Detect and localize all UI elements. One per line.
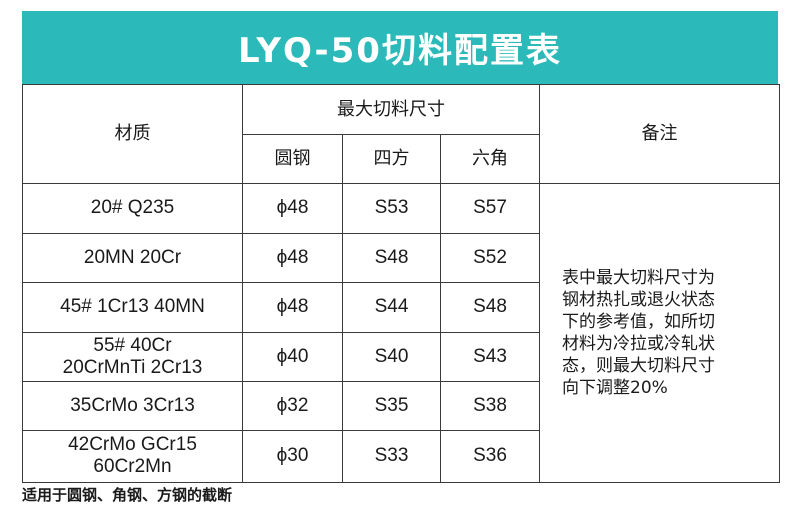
square-cell: S40 — [342, 331, 441, 382]
hex-cell: S43 — [439, 331, 541, 382]
square-cell: S53 — [342, 182, 441, 234]
footer-note: 适用于圆钢、角钢、方钢的截断 — [22, 486, 233, 504]
round-cell: ϕ30 — [242, 429, 343, 484]
material-line: 60Cr2Mn — [93, 456, 172, 478]
header-material: 材质 — [22, 84, 243, 184]
material-line: 55# 40Cr — [93, 334, 172, 356]
table-row: 20# Q235 ϕ48 S53 S57 表中最大切料尺寸为 钢材热扎或退火状态 下的参考值… — [22, 182, 781, 484]
remark-line: 态，则最大切料尺寸 — [562, 355, 716, 376]
round-cell: ϕ32 — [242, 380, 343, 431]
hex-cell: S38 — [439, 380, 541, 431]
hex-cell: S52 — [439, 232, 541, 283]
header-remarks: 备注 — [539, 84, 781, 184]
hex-cell: S48 — [439, 281, 541, 333]
table-row: 45# 1Cr13 40MN ϕ48 S44 S48 — [22, 281, 780, 333]
table-row: 42CrMo GCr15 60Cr2Mn ϕ30 S33 S36 — [22, 429, 780, 484]
square-cell: S48 — [342, 232, 441, 283]
material-cell: 45# 1Cr13 40MN — [22, 281, 243, 333]
header-hex: 六角 — [439, 134, 541, 184]
remark-line: 向下调整20% — [562, 377, 668, 398]
remark-line: 下的参考值，如所切 — [562, 311, 716, 332]
material-cell: 20# Q235 — [22, 182, 243, 234]
remark-line: 表中最大切料尺寸为 — [562, 267, 716, 288]
table-row: 20MN 20Cr ϕ48 S48 S52 — [22, 232, 780, 283]
table-row: 55# 40Cr 20CrMnTi 2Cr13 ϕ40 S40 S43 — [22, 331, 780, 382]
material-line: 20# Q235 — [90, 197, 175, 219]
header-round: 圆钢 — [242, 134, 343, 184]
page-title: LYQ-50切料配置表 — [22, 11, 778, 84]
round-cell: ϕ48 — [242, 232, 343, 283]
material-cell: 42CrMo GCr15 60Cr2Mn — [22, 429, 243, 484]
square-cell: S44 — [342, 281, 441, 333]
material-line: 45# 1Cr13 40MN — [60, 296, 205, 318]
hex-cell: S57 — [439, 182, 541, 234]
material-line: 42CrMo GCr15 — [68, 434, 197, 456]
material-cell: 55# 40Cr 20CrMnTi 2Cr13 — [22, 331, 243, 382]
material-line: 20MN 20Cr — [83, 246, 182, 268]
header-max-size: 最大切料尺寸 — [241, 84, 541, 135]
material-cell: 35CrMo 3Cr13 — [22, 380, 243, 431]
remark-line: 材料为冷拉或冷轧状 — [562, 333, 716, 354]
square-cell: S35 — [342, 380, 441, 431]
material-cell: 20MN 20Cr — [22, 232, 243, 283]
remarks-cell: 表中最大切料尺寸为 钢材热扎或退火状态 下的参考值，如所切 材料为冷拉或冷轧状 态，则最… — [539, 182, 781, 484]
remark-line: 钢材热扎或退火状态 — [562, 289, 716, 310]
header-square: 四方 — [342, 134, 441, 184]
round-cell: ϕ48 — [242, 281, 343, 333]
hex-cell: S36 — [439, 429, 541, 484]
round-cell: ϕ48 — [242, 182, 343, 234]
material-line: 35CrMo 3Cr13 — [70, 394, 195, 416]
config-table: 材质 最大切料尺寸 备注 圆钢 四方 六角 20# Q235 ϕ48 S53 S57 表… — [22, 84, 781, 484]
square-cell: S33 — [342, 429, 441, 484]
round-cell: ϕ40 — [242, 331, 343, 382]
material-line: 20CrMnTi 2Cr13 — [62, 356, 203, 378]
